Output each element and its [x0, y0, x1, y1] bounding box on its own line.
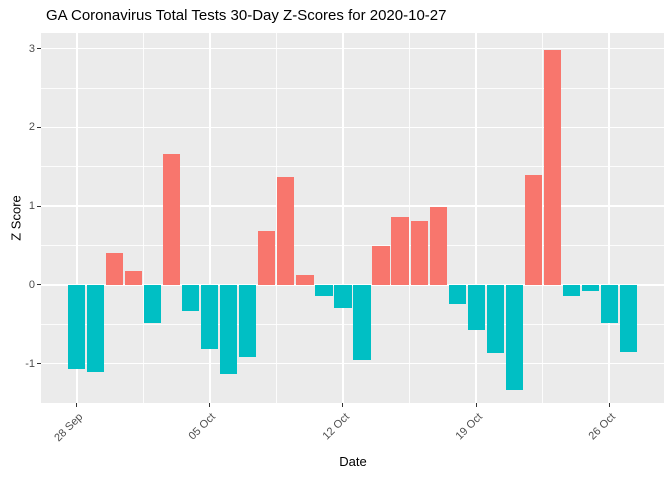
y-major-gridline	[41, 47, 664, 50]
bar-2020-10-14	[372, 246, 390, 285]
x-major-gridline	[475, 33, 477, 403]
bar-2020-10-15	[391, 217, 409, 285]
x-tick-mark	[608, 403, 610, 407]
bar-2020-10-02	[144, 284, 162, 323]
bar-2020-10-12	[334, 284, 352, 308]
y-tick-mark	[37, 363, 41, 365]
bar-2020-10-22	[524, 174, 542, 285]
y-major-gridline	[41, 205, 664, 207]
y-tick-mark	[37, 126, 41, 128]
bar-2020-09-28	[68, 284, 86, 370]
x-minor-gridline	[409, 33, 411, 403]
bar-2020-10-21	[505, 284, 523, 390]
x-tick-label: 28 Sep	[52, 411, 86, 445]
y-tick-label: 0	[28, 278, 35, 291]
x-minor-gridline	[142, 33, 144, 403]
bar-2020-10-11	[315, 284, 333, 296]
bar-2020-10-05	[201, 284, 219, 349]
x-tick-label: 26 Oct	[586, 411, 618, 443]
bar-2020-10-26	[600, 284, 618, 324]
x-major-gridline	[342, 33, 344, 403]
bar-2020-10-06	[220, 284, 238, 374]
chart-title: GA Coronavirus Total Tests 30-Day Z-Scor…	[46, 7, 447, 24]
x-axis-title: Date	[339, 454, 367, 469]
y-tick-mark	[37, 205, 41, 207]
y-tick-label: 1	[28, 200, 35, 213]
bar-2020-10-13	[353, 284, 371, 360]
x-minor-gridline	[275, 33, 277, 403]
bar-2020-10-03	[163, 154, 181, 285]
x-major-gridline	[76, 33, 78, 403]
y-tick-label: 3	[28, 42, 35, 55]
y-major-gridline	[41, 362, 664, 365]
x-tick-label: 05 Oct	[186, 411, 219, 443]
bar-2020-10-23	[543, 49, 561, 285]
y-minor-gridline	[41, 245, 664, 247]
bar-2020-10-17	[429, 206, 447, 285]
bar-2020-10-19	[467, 284, 485, 330]
y-tick-mark	[37, 284, 41, 286]
y-tick-label: -1	[25, 357, 35, 370]
bar-2020-10-07	[239, 284, 257, 358]
y-minor-gridline	[41, 323, 664, 325]
bar-2020-10-08	[258, 231, 276, 285]
y-minor-gridline	[41, 166, 664, 168]
x-tick-label: 19 Oct	[453, 411, 485, 443]
x-minor-gridline	[542, 33, 544, 403]
bar-2020-10-27	[619, 284, 637, 352]
x-tick-mark	[76, 403, 78, 407]
bar-2020-10-16	[410, 221, 428, 285]
x-tick-mark	[475, 403, 477, 407]
bar-2020-10-24	[562, 284, 580, 296]
plot-panel	[41, 33, 664, 404]
bar-2020-09-29	[87, 284, 105, 373]
x-major-gridline	[608, 33, 610, 403]
bar-2020-10-18	[448, 284, 466, 304]
y-minor-gridline	[41, 402, 664, 404]
x-tick-mark	[342, 403, 344, 407]
y-minor-gridline	[41, 87, 664, 89]
bar-2020-10-20	[486, 284, 504, 353]
bar-2020-10-10	[296, 275, 314, 285]
y-tick-label: 2	[28, 121, 35, 134]
bar-2020-10-04	[182, 284, 200, 311]
y-major-gridline	[41, 126, 664, 129]
y-major-gridline	[41, 284, 664, 286]
x-tick-mark	[209, 403, 211, 407]
bar-2020-10-25	[581, 284, 599, 292]
y-tick-mark	[37, 48, 41, 50]
bar-2020-09-30	[106, 252, 124, 285]
bar-2020-10-01	[125, 270, 143, 285]
bar-2020-10-09	[277, 177, 295, 285]
x-major-gridline	[209, 33, 211, 403]
x-tick-label: 12 Oct	[320, 411, 352, 443]
